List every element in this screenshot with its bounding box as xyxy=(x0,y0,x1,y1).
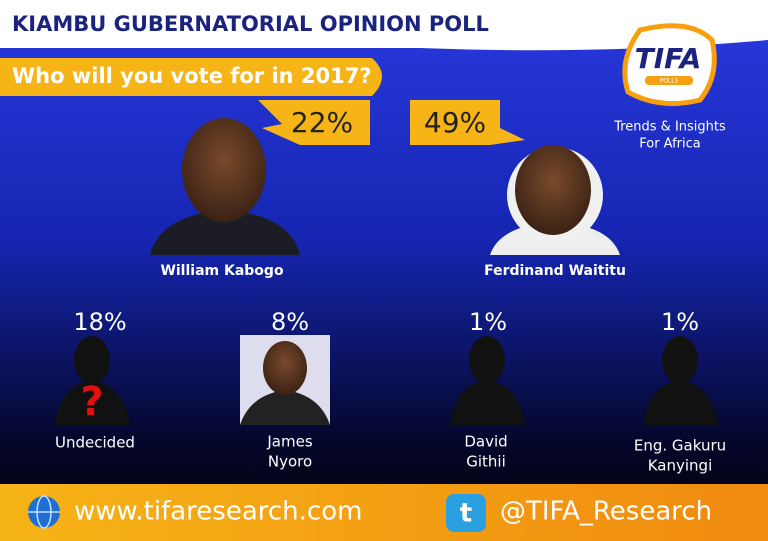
candidate-name: Githii xyxy=(466,453,506,471)
photo-body xyxy=(150,210,300,255)
candidate-name: Ferdinand Waititu xyxy=(484,263,626,279)
candidate-name: James xyxy=(266,433,312,451)
website[interactable]: www.tifaresearch.com xyxy=(74,497,362,527)
footer-band xyxy=(0,484,768,541)
silhouettes xyxy=(55,336,718,425)
candidate-name: Nyoro xyxy=(268,453,312,471)
question-mark: ? xyxy=(80,379,103,425)
candidate-name: Undecided xyxy=(55,434,135,452)
question-bar xyxy=(0,58,382,96)
share: 1% xyxy=(661,308,699,336)
tagline: Trends & Insights xyxy=(613,120,726,135)
svg-text:t: t xyxy=(460,499,472,529)
share-bubble xyxy=(410,100,525,145)
globe-icon xyxy=(28,495,60,529)
photo-head xyxy=(515,145,591,235)
share: 49% xyxy=(424,106,486,139)
top-band xyxy=(0,0,768,51)
candidate-name: Eng. Gakuru xyxy=(634,437,726,455)
question: Who will you vote for in 2017? xyxy=(12,64,372,88)
title: KIAMBU GUBERNATORIAL OPINION POLL xyxy=(12,12,489,36)
twitter-icon: t xyxy=(446,494,486,532)
logo-sub: POLLS xyxy=(660,78,679,85)
photo-head xyxy=(182,118,266,222)
logo-name: TIFA xyxy=(635,42,702,75)
photo-body xyxy=(240,390,330,425)
photo-head xyxy=(263,341,307,395)
twitter-handle[interactable]: @TIFA_Research xyxy=(500,497,712,527)
share: 18% xyxy=(73,308,126,336)
tagline: For Africa xyxy=(639,137,701,152)
share: 8% xyxy=(271,308,309,336)
share: 1% xyxy=(469,308,507,336)
share-bubble xyxy=(258,100,370,145)
share: 22% xyxy=(291,106,353,139)
candidate-name: William Kabogo xyxy=(160,263,284,279)
candidate-name: Kanyingi xyxy=(648,457,713,475)
logo: TIFA POLLS xyxy=(622,23,717,107)
candidate-name: David xyxy=(464,433,507,451)
